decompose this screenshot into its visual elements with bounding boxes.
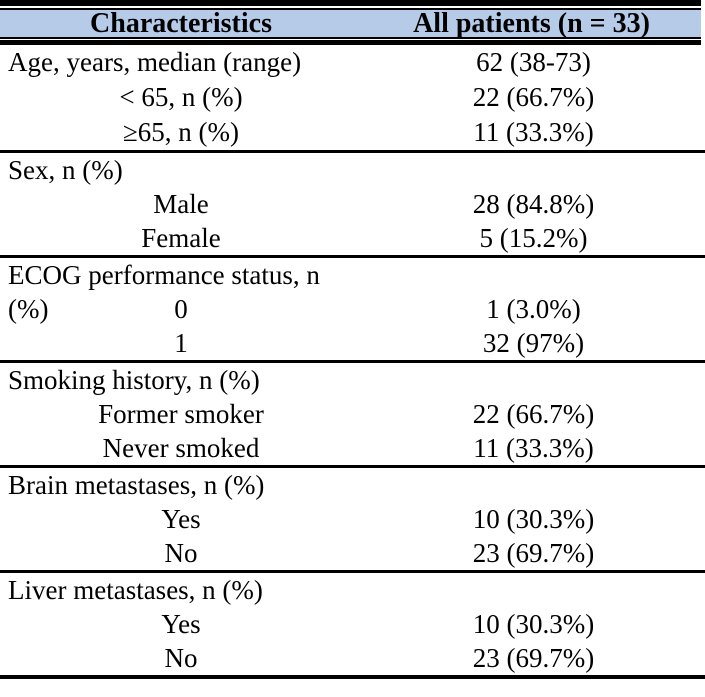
table-row: No 23 (69.7%) — [0, 641, 705, 675]
table-row: Male 28 (84.8%) — [0, 187, 705, 221]
table-section: Liver metastases, n (%) Yes 10 (30.3%) No 23… — [0, 570, 705, 675]
table-row: Sex, n (%) — [0, 153, 705, 187]
row-value: 28 (84.8%) — [472, 189, 595, 219]
table-section: Sex, n (%) Male 28 (84.8%) Female 5 (15.2%) — [0, 150, 705, 255]
table-body: Age, years, median (range) 62 (38-73) < 65… — [0, 45, 705, 675]
row-label: 0 — [174, 294, 188, 324]
table-row: Smoking history, n (%) — [0, 363, 705, 397]
row-label: Male — [153, 189, 209, 219]
row-value: 23 (69.7%) — [472, 643, 595, 673]
table-row: < 65, n (%) 22 (66.7%) — [0, 80, 705, 115]
row-label: Former smoker — [98, 399, 264, 429]
header-bottom-rule — [0, 40, 701, 45]
table-row: ≥65, n (%) 11 (33.3%) — [0, 115, 705, 150]
table-row: Liver metastases, n (%) — [0, 573, 705, 607]
row-value: 32 (97%) — [482, 328, 585, 358]
table-row: ECOG performance status, n (%) — [0, 258, 705, 324]
row-label: Brain metastases, n (%) — [8, 470, 265, 500]
row-value — [362, 258, 705, 292]
table-row: Age, years, median (range) 62 (38-73) — [0, 45, 705, 80]
row-value: 11 (33.3%) — [473, 117, 594, 147]
table-section: Smoking history, n (%) Former smoker 22 (6… — [0, 360, 705, 465]
bottom-rule — [0, 675, 705, 679]
table-row: Yes 10 (30.3%) — [0, 502, 705, 536]
row-value — [362, 573, 705, 607]
column-header-characteristics: Characteristics — [90, 8, 272, 39]
table-header-row: Characteristics All patients (n = 33) — [0, 8, 701, 39]
table-row: Female 5 (15.2%) — [0, 221, 705, 255]
row-value — [362, 153, 705, 187]
table-row: Yes 10 (30.3%) — [0, 607, 705, 641]
row-label: Liver metastases, n (%) — [8, 575, 263, 605]
top-rule — [0, 0, 701, 6]
row-label: Smoking history, n (%) — [8, 365, 260, 395]
row-label: ≥65, n (%) — [122, 117, 240, 147]
row-value: 1 (3.0%) — [486, 294, 581, 324]
row-value: 5 (15.2%) — [479, 223, 588, 253]
row-label: Female — [141, 223, 221, 253]
table-section: ECOG performance status, n (%) 0 1 (3.0%) 1… — [0, 255, 705, 360]
row-label: Never smoked — [102, 433, 260, 463]
row-value: 22 (66.7%) — [472, 82, 595, 112]
table-row: Brain metastases, n (%) — [0, 468, 705, 502]
row-label: Yes — [161, 504, 201, 534]
row-value: 10 (30.3%) — [472, 504, 595, 534]
table-section: Age, years, median (range) 62 (38-73) < 65… — [0, 45, 705, 150]
row-label: Age, years, median (range) — [8, 47, 302, 77]
row-value — [362, 363, 705, 397]
row-label: No — [164, 643, 198, 673]
row-label: Yes — [161, 609, 201, 639]
row-value: 23 (69.7%) — [472, 538, 595, 568]
row-value: 10 (30.3%) — [472, 609, 595, 639]
patient-characteristics-table: Characteristics All patients (n = 33) Ag… — [0, 0, 705, 679]
row-label: No — [164, 538, 198, 568]
table-row: Former smoker 22 (66.7%) — [0, 397, 705, 431]
table-row: No 23 (69.7%) — [0, 536, 705, 570]
row-label: < 65, n (%) — [119, 82, 243, 112]
table-row: 1 32 (97%) — [0, 326, 705, 360]
row-label: 1 — [174, 328, 188, 358]
table-row: 0 1 (3.0%) — [0, 292, 705, 326]
row-value: 62 (38-73) — [476, 47, 591, 77]
top-rule-gap — [0, 6, 701, 8]
table-row: Never smoked 11 (33.3%) — [0, 431, 705, 465]
column-header-all-patients: All patients (n = 33) — [413, 8, 650, 39]
row-value — [362, 468, 705, 502]
row-label: Sex, n (%) — [8, 155, 123, 185]
row-value: 11 (33.3%) — [473, 433, 594, 463]
table-header-block: Characteristics All patients (n = 33) — [0, 0, 701, 45]
table-section: Brain metastases, n (%) Yes 10 (30.3%) No 23… — [0, 465, 705, 570]
row-value: 22 (66.7%) — [472, 399, 595, 429]
row-label: ECOG performance status, n (%) — [8, 260, 320, 324]
